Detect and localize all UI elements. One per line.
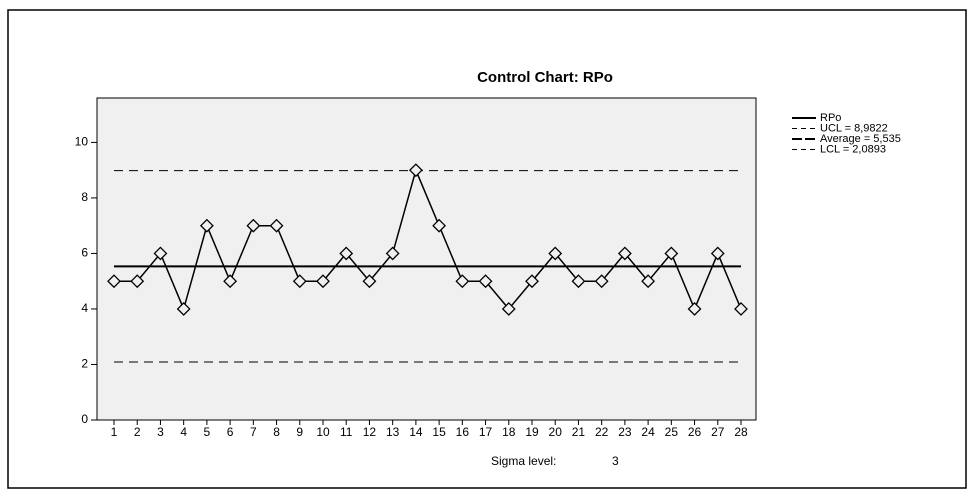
x-tick-label: 5 — [204, 425, 211, 439]
x-tick-label: 13 — [386, 425, 400, 439]
data-point — [130, 274, 145, 289]
data-point — [455, 274, 470, 289]
x-tick-label: 15 — [432, 425, 446, 439]
data-point — [710, 246, 725, 261]
data-point — [362, 274, 377, 289]
y-tick-label: 4 — [81, 301, 88, 315]
data-point — [687, 302, 702, 316]
data-point — [525, 274, 539, 289]
chart-title: Control Chart: RPo — [477, 69, 613, 86]
y-tick-label: 8 — [81, 190, 88, 204]
x-tick-label: 4 — [180, 425, 187, 439]
data-point — [339, 246, 354, 261]
data-point — [432, 218, 447, 233]
series-line — [114, 167, 742, 312]
plot-area — [96, 97, 757, 421]
data-point — [664, 246, 679, 261]
legend-label: UCL = 8,9822 — [820, 122, 888, 134]
y-tick-label: 2 — [81, 357, 88, 371]
x-tick-label: 19 — [525, 425, 539, 439]
data-point — [176, 302, 191, 316]
x-tick-label: 9 — [296, 425, 303, 439]
data-point — [269, 218, 284, 233]
sigma-value: 3 — [612, 454, 619, 468]
x-tick-label: 3 — [157, 425, 164, 439]
x-tick-label: 28 — [734, 425, 748, 439]
x-tick-label: 7 — [250, 425, 257, 439]
data-point — [316, 274, 330, 289]
data-point — [734, 302, 748, 316]
x-tick-label: 6 — [227, 425, 234, 439]
legend-label: LCL = 2,0893 — [820, 143, 886, 155]
x-tick-label: 20 — [549, 425, 563, 439]
x-tick-label: 10 — [316, 425, 330, 439]
data-point — [385, 246, 400, 261]
y-tick-label: 10 — [75, 135, 89, 149]
data-point — [199, 218, 214, 233]
x-tick-label: 16 — [456, 425, 470, 439]
x-tick-label: 26 — [688, 425, 702, 439]
x-tick-label: 11 — [340, 425, 353, 439]
x-tick-label: 22 — [595, 425, 609, 439]
y-tick-label: 6 — [81, 246, 88, 260]
data-point — [246, 218, 261, 233]
x-tick-label: 18 — [502, 425, 516, 439]
data-point — [408, 163, 423, 178]
x-tick-label: 14 — [409, 425, 423, 439]
x-tick-label: 23 — [618, 425, 632, 439]
data-point — [617, 246, 632, 261]
legend-label: RPo — [820, 112, 841, 124]
data-point — [548, 246, 563, 261]
data-point — [153, 246, 168, 261]
x-tick-label: 8 — [273, 425, 280, 439]
y-tick-label: 0 — [81, 412, 88, 426]
data-point — [571, 274, 586, 289]
data-point — [594, 274, 609, 289]
x-tick-label: 24 — [641, 425, 655, 439]
x-tick-label: 21 — [572, 425, 586, 439]
x-tick-label: 2 — [134, 425, 141, 439]
x-tick-label: 12 — [363, 425, 377, 439]
data-point — [292, 274, 307, 289]
sigma-label: Sigma level: — [491, 454, 556, 468]
data-point — [501, 302, 516, 316]
data-point — [223, 274, 238, 289]
x-tick-label: 25 — [665, 425, 679, 439]
legend-label: Average = 5,535 — [820, 133, 901, 145]
x-tick-label: 17 — [479, 425, 493, 439]
x-tick-label: 1 — [111, 425, 118, 439]
x-tick-label: 27 — [711, 425, 725, 439]
data-point — [107, 274, 121, 289]
data-point — [641, 274, 656, 289]
data-point — [478, 274, 493, 289]
